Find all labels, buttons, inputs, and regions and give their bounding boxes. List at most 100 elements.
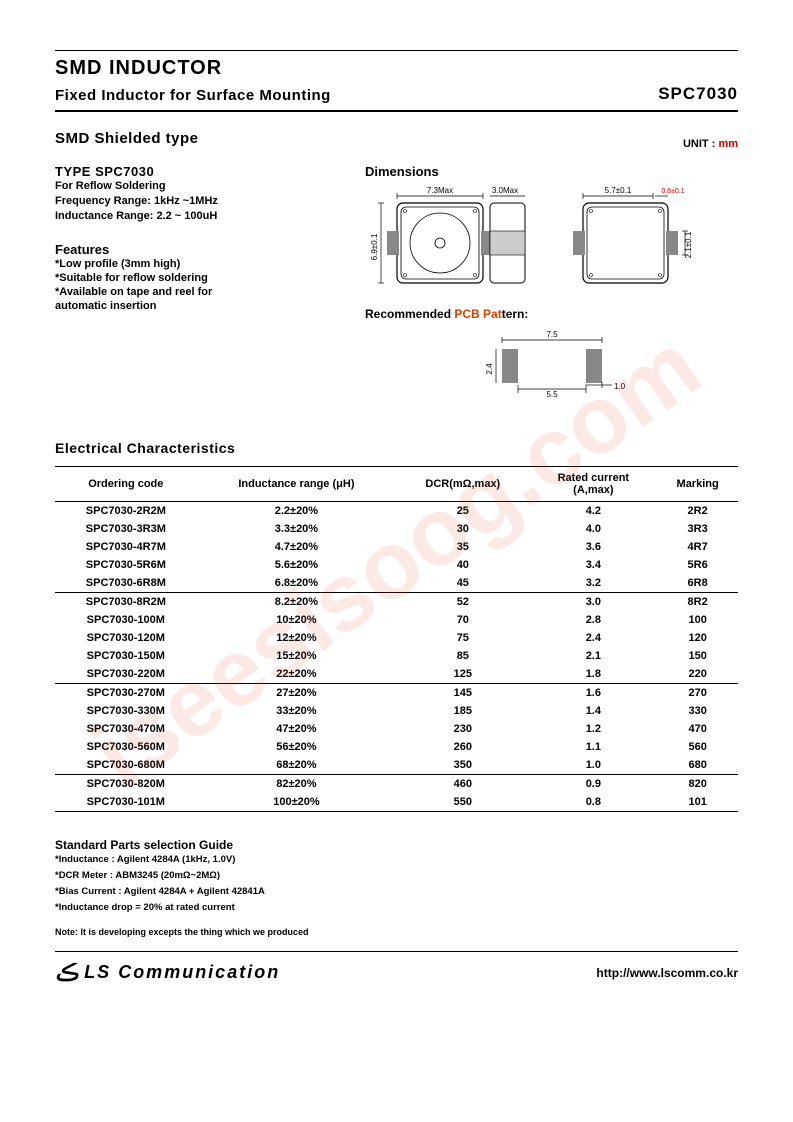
table-cell-cur: 3.0	[529, 593, 657, 612]
table-cell-dcr: 460	[396, 775, 529, 794]
ec-th-dcr: DCR(mΩ,max)	[396, 467, 529, 502]
table-row: SPC7030-270M27±20%1451.6270	[55, 684, 738, 703]
table-cell-mark: 6R8	[657, 574, 738, 593]
unit-value: mm	[718, 138, 738, 150]
shielded-heading: SMD Shielded type	[55, 130, 199, 147]
table-cell-ind: 12±20%	[197, 629, 397, 647]
feature-3: *Available on tape and reel for	[55, 285, 335, 299]
table-cell-cur: 1.6	[529, 684, 657, 703]
table-cell-ind: 4.7±20%	[197, 538, 397, 556]
guide-1: *Inductance : Agilent 4284A (1kHz, 1.0V)	[55, 852, 738, 868]
table-cell-ind: 33±20%	[197, 702, 397, 720]
spec-freq: Frequency Range: 1kHz ~1MHz	[55, 194, 335, 209]
table-cell-cur: 0.8	[529, 793, 657, 812]
ec-th-cur: Rated current (A,max)	[529, 467, 657, 502]
table-cell-mark: 8R2	[657, 593, 738, 612]
table-row: SPC7030-101M100±20%5500.8101	[55, 793, 738, 812]
table-cell-code: SPC7030-270M	[55, 684, 197, 703]
features-heading: Features	[55, 242, 335, 257]
table-cell-code: SPC7030-150M	[55, 647, 197, 665]
table-cell-ind: 68±20%	[197, 756, 397, 775]
table-cell-cur: 2.4	[529, 629, 657, 647]
table-cell-dcr: 35	[396, 538, 529, 556]
table-row: SPC7030-220M22±20%1251.8220	[55, 665, 738, 684]
logo-icon: ڪ	[55, 960, 78, 986]
table-cell-cur: 1.0	[529, 756, 657, 775]
dim-height-label: 3.0Max	[492, 186, 518, 195]
table-cell-dcr: 145	[396, 684, 529, 703]
main-title: SMD INDUCTOR	[55, 57, 738, 80]
pcb-title-c: tern:	[502, 307, 529, 321]
table-row: SPC7030-680M68±20%3501.0680	[55, 756, 738, 775]
unit-prefix: UNIT :	[683, 138, 718, 150]
footer-company: LS Communication	[84, 962, 280, 983]
table-row: SPC7030-100M10±20%702.8100	[55, 611, 738, 629]
table-cell-mark: 270	[657, 684, 738, 703]
table-cell-mark: 100	[657, 611, 738, 629]
table-cell-ind: 5.6±20%	[197, 556, 397, 574]
table-row: SPC7030-150M15±20%852.1150	[55, 647, 738, 665]
table-cell-code: SPC7030-8R2M	[55, 593, 197, 612]
table-cell-dcr: 40	[396, 556, 529, 574]
table-cell-dcr: 125	[396, 665, 529, 684]
table-cell-code: SPC7030-3R3M	[55, 520, 197, 538]
table-cell-mark: 680	[657, 756, 738, 775]
footer: ڪ LS Communication http://www.lscomm.co.…	[55, 951, 738, 986]
table-cell-cur: 2.8	[529, 611, 657, 629]
table-cell-ind: 56±20%	[197, 738, 397, 756]
table-cell-ind: 3.3±20%	[197, 520, 397, 538]
table-cell-mark: 5R6	[657, 556, 738, 574]
table-row: SPC7030-470M47±20%2301.2470	[55, 720, 738, 738]
header-rule	[55, 110, 738, 112]
pcb-title-a: Recommended	[365, 307, 454, 321]
dimensions-diagram: 7.3Max 3.0Max 6.9±0.1	[365, 183, 738, 293]
table-cell-mark: 560	[657, 738, 738, 756]
table-cell-dcr: 75	[396, 629, 529, 647]
table-cell-mark: 330	[657, 702, 738, 720]
table-cell-code: SPC7030-820M	[55, 775, 197, 794]
table-cell-code: SPC7030-4R7M	[55, 538, 197, 556]
table-cell-cur: 1.4	[529, 702, 657, 720]
note-text: Note: It is developing excepts the thing…	[55, 927, 738, 937]
table-cell-dcr: 45	[396, 574, 529, 593]
table-cell-code: SPC7030-470M	[55, 720, 197, 738]
table-cell-code: SPC7030-560M	[55, 738, 197, 756]
table-cell-mark: 220	[657, 665, 738, 684]
dim-side-view: 5.7±0.1 0.6±0.1 2.1±0.1	[563, 183, 703, 293]
table-cell-code: SPC7030-330M	[55, 702, 197, 720]
table-cell-ind: 2.2±20%	[197, 502, 397, 521]
table-cell-ind: 6.8±20%	[197, 574, 397, 593]
table-cell-mark: 120	[657, 629, 738, 647]
table-cell-dcr: 25	[396, 502, 529, 521]
table-cell-cur: 3.6	[529, 538, 657, 556]
table-cell-dcr: 230	[396, 720, 529, 738]
table-row: SPC7030-2R2M2.2±20%254.22R2	[55, 502, 738, 521]
table-cell-cur: 4.2	[529, 502, 657, 521]
guide-3: *Bias Current : Agilent 4284A + Agilent …	[55, 884, 738, 900]
pcb-heading: Recommended PCB Pattern:	[365, 307, 738, 321]
dim-vert-label: 6.9±0.1	[370, 233, 379, 260]
table-cell-mark: 150	[657, 647, 738, 665]
table-cell-dcr: 52	[396, 593, 529, 612]
table-cell-mark: 470	[657, 720, 738, 738]
table-cell-code: SPC7030-100M	[55, 611, 197, 629]
table-cell-code: SPC7030-120M	[55, 629, 197, 647]
table-cell-dcr: 70	[396, 611, 529, 629]
dim-width-label: 7.3Max	[427, 186, 453, 195]
table-cell-code: SPC7030-5R6M	[55, 556, 197, 574]
table-cell-ind: 82±20%	[197, 775, 397, 794]
table-row: SPC7030-120M12±20%752.4120	[55, 629, 738, 647]
right-column: Dimensions 7.3Max 3.0Max 6.9±0.1	[365, 164, 738, 412]
table-cell-ind: 47±20%	[197, 720, 397, 738]
pcb-diagram: 7.5 2.4 5.5 1.0	[365, 327, 738, 412]
dim-side-w: 5.7±0.1	[605, 186, 632, 195]
table-row: SPC7030-330M33±20%1851.4330	[55, 702, 738, 720]
table-cell-dcr: 185	[396, 702, 529, 720]
footer-url: http://www.lscomm.co.kr	[596, 966, 738, 980]
spec-ind: Inductance Range: 2.2 ~ 100uH	[55, 209, 335, 224]
table-cell-cur: 3.2	[529, 574, 657, 593]
table-cell-ind: 22±20%	[197, 665, 397, 684]
ec-th-cur-a: Rated current	[533, 472, 653, 484]
ec-heading: Electrical Characteristics	[55, 440, 738, 456]
table-cell-dcr: 260	[396, 738, 529, 756]
